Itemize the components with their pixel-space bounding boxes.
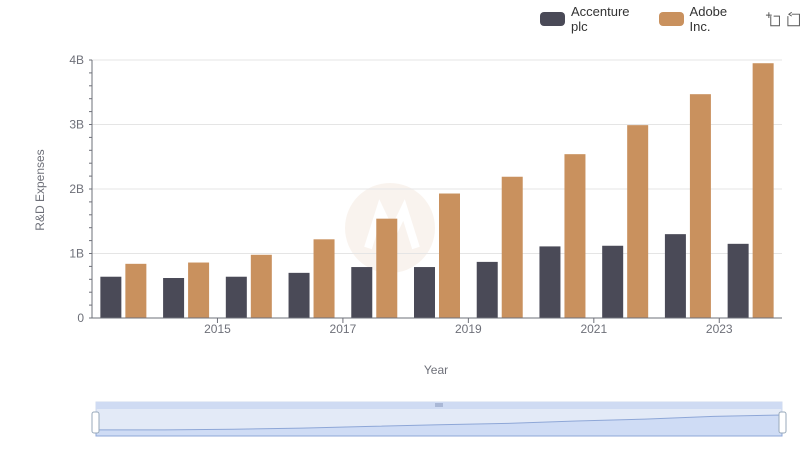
zoom-reset-icon[interactable] — [785, 11, 800, 27]
y-tick-label: 1B — [69, 247, 84, 261]
bar-accenture-2018[interactable] — [351, 267, 373, 318]
legend-item-adobe[interactable]: Adobe Inc. — [658, 4, 750, 34]
bar-accenture-2022[interactable] — [602, 245, 624, 318]
y-tick-label: 0 — [77, 311, 84, 325]
bar-adobe-2017[interactable] — [313, 239, 335, 318]
bar-adobe-2024[interactable] — [752, 63, 774, 318]
y-tick-label: 3B — [69, 118, 84, 132]
bar-accenture-2019[interactable] — [414, 267, 435, 318]
x-tick-label: 2019 — [455, 322, 482, 336]
zoom-drag-grip[interactable] — [435, 403, 443, 407]
bar-adobe-2016[interactable] — [250, 254, 272, 318]
y-axis-title: R&D Expenses — [33, 149, 47, 230]
x-tick-label: 2015 — [204, 322, 231, 336]
legend-swatch-accenture — [540, 12, 565, 26]
zoom-handle-left[interactable] — [91, 411, 100, 434]
bar-accenture-2014[interactable] — [100, 276, 122, 318]
x-tick-label: 2017 — [330, 322, 357, 336]
bar-adobe-2023[interactable] — [689, 94, 711, 318]
bar-adobe-2022[interactable] — [627, 125, 649, 319]
bar-accenture-2015[interactable] — [163, 278, 185, 318]
legend-label-adobe: Adobe Inc. — [689, 4, 728, 34]
zoom-preview-area — [95, 414, 783, 437]
x-tick-label: 2021 — [580, 322, 607, 336]
bar-accenture-2024[interactable] — [727, 243, 749, 318]
x-tick-label: 2023 — [706, 322, 733, 336]
zoom-select-icon[interactable] — [765, 11, 781, 27]
bar-adobe-2018[interactable] — [376, 218, 398, 318]
bar-adobe-2015[interactable] — [188, 262, 210, 318]
bar-adobe-2019[interactable] — [439, 193, 460, 318]
y-tick-label: 4B — [69, 53, 84, 67]
bar-adobe-2021[interactable] — [564, 154, 586, 318]
bar-accenture-2017[interactable] — [288, 272, 310, 318]
bar-accenture-2016[interactable] — [225, 276, 247, 318]
legend-label-accenture: Accenture plc — [570, 4, 630, 34]
bar-adobe-2014[interactable] — [125, 263, 147, 318]
zoom-handle-right[interactable] — [778, 411, 787, 434]
bar-adobe-2020[interactable] — [501, 176, 523, 318]
zoom-slider[interactable] — [91, 401, 787, 437]
bar-accenture-2021[interactable] — [539, 246, 561, 318]
legend: Accenture plc Adobe Inc. — [540, 4, 800, 34]
bar-accenture-2023[interactable] — [664, 234, 686, 318]
legend-item-accenture[interactable]: Accenture plc — [540, 4, 647, 34]
x-axis-title: Year — [424, 363, 448, 377]
zoom-selection[interactable] — [96, 402, 782, 436]
legend-swatch-adobe — [658, 12, 684, 26]
y-tick-label: 2B — [69, 182, 84, 196]
bar-accenture-2020[interactable] — [476, 261, 498, 318]
